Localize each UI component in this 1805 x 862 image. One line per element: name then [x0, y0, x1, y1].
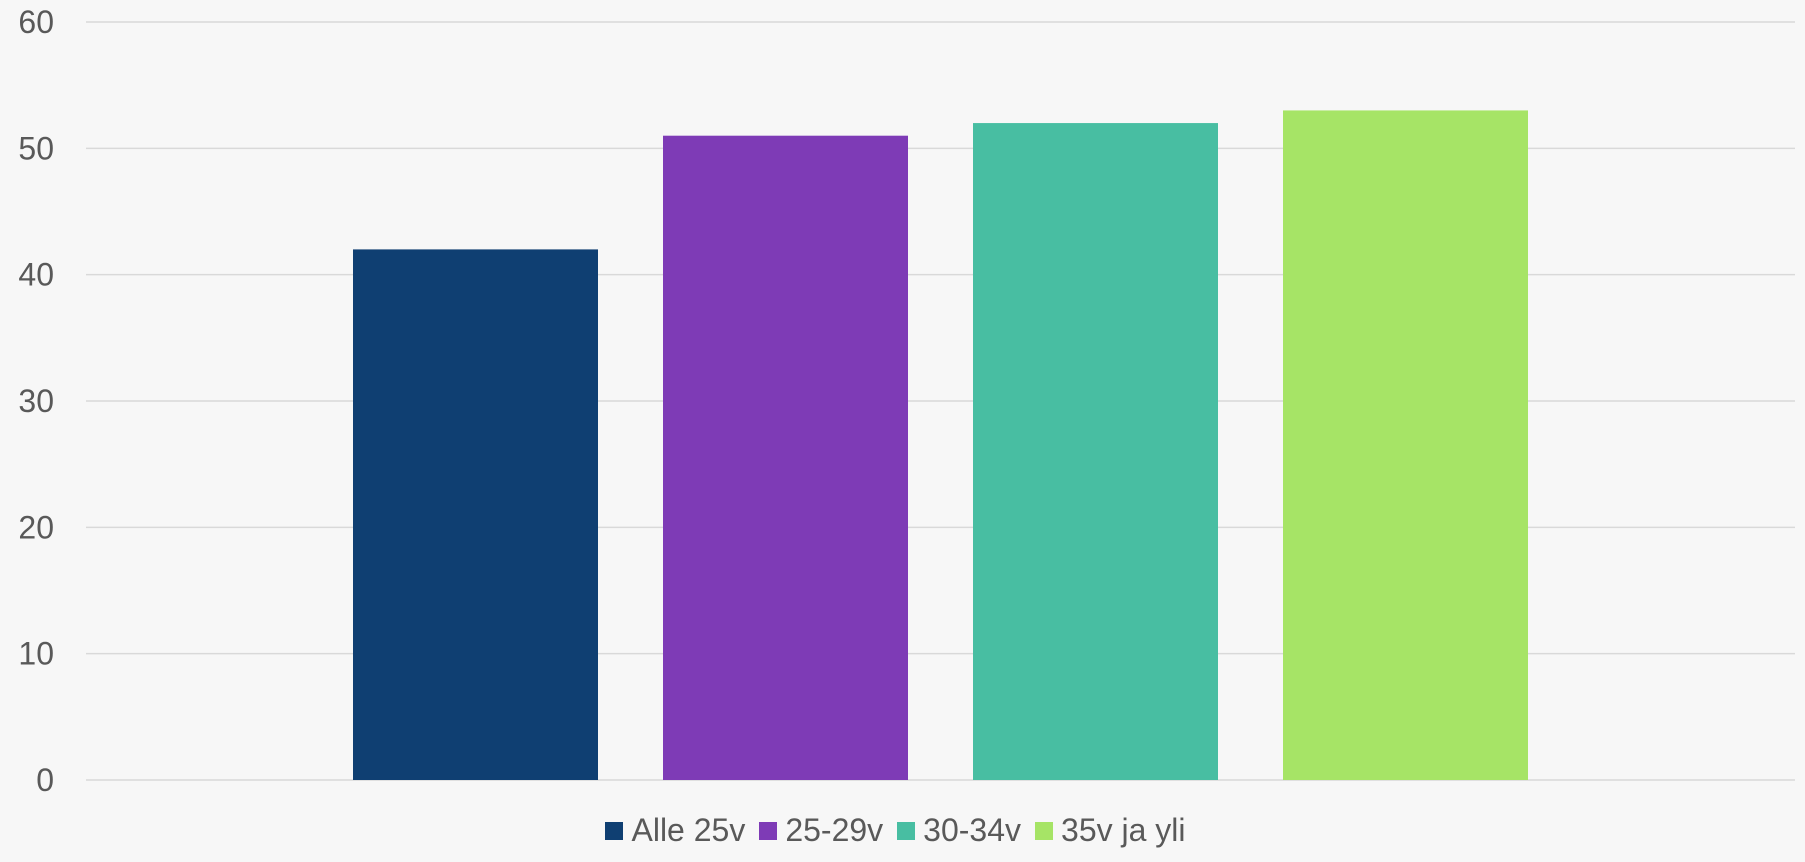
- y-tick-label: 60: [18, 4, 54, 40]
- legend-label-30-34v: 30-34v: [923, 812, 1022, 848]
- bar-30-34v: [973, 123, 1218, 781]
- y-tick-label: 0: [36, 762, 54, 798]
- bars: [353, 110, 1528, 781]
- bar-35v-ja-yli: [1283, 110, 1528, 780]
- y-tick-label: 30: [18, 383, 54, 419]
- y-tick-label: 10: [18, 636, 54, 672]
- bar-alle-25v: [353, 249, 598, 780]
- bar-chart-plot: 0 10 20 30 40 50 60: [18, 4, 1795, 798]
- legend-item-30-34v: 30-34v: [897, 812, 1021, 849]
- gridlines: [86, 21, 1795, 781]
- legend-item-25-29v: 25-29v: [759, 812, 883, 849]
- legend-label-alle-25v: Alle 25v: [631, 812, 746, 848]
- legend-item-alle-25v: Alle 25v: [605, 812, 745, 849]
- y-axis-ticks: 0 10 20 30 40 50 60: [18, 4, 54, 798]
- legend-swatch-alle-25v: [605, 821, 624, 840]
- legend-label-25-29v: 25-29v: [785, 812, 884, 848]
- y-tick-label: 50: [18, 130, 54, 166]
- legend: Alle 25v 25-29v 30-34v 35v ja yli: [0, 812, 1805, 849]
- legend-item-35v-ja-yli: 35v ja yli: [1035, 812, 1186, 849]
- legend-swatch-25-29v: [759, 821, 778, 840]
- legend-swatch-35v-ja-yli: [1035, 821, 1054, 840]
- y-tick-label: 20: [18, 509, 54, 545]
- legend-swatch-30-34v: [897, 821, 916, 840]
- legend-label-35v-ja-yli: 35v ja yli: [1061, 812, 1186, 848]
- y-tick-label: 40: [18, 257, 54, 293]
- bar-25-29v: [663, 135, 908, 780]
